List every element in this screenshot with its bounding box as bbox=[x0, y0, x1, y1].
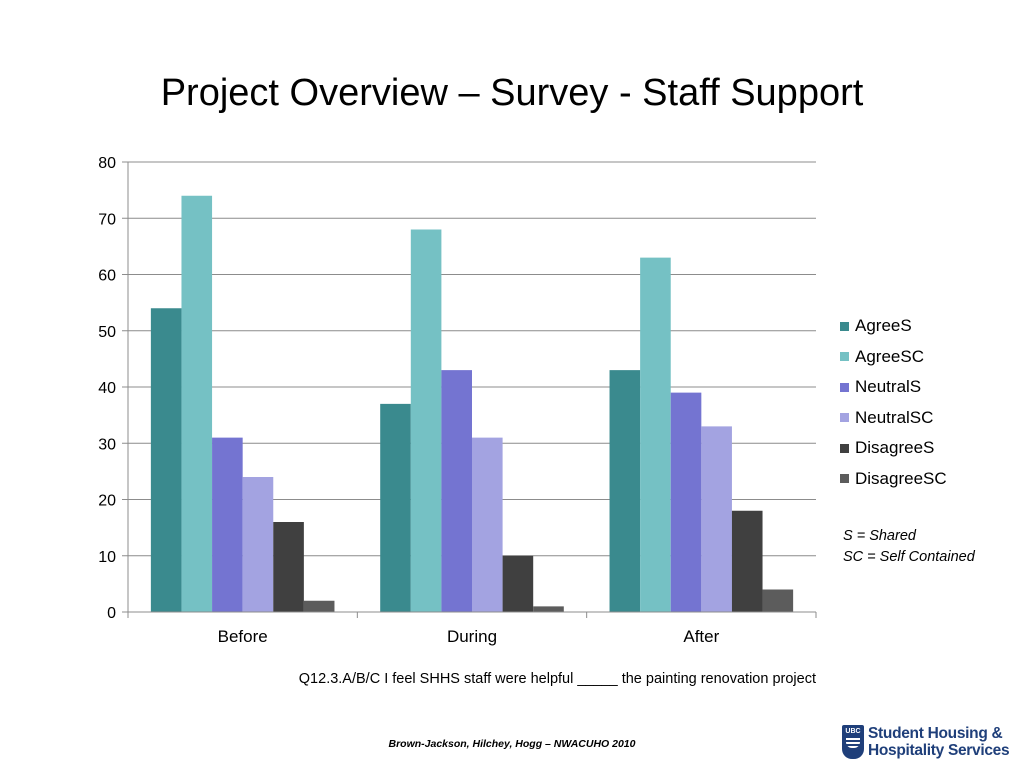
axes bbox=[127, 162, 817, 618]
legend-swatch bbox=[840, 382, 849, 392]
y-tick-label: 80 bbox=[98, 155, 116, 172]
abbreviation-note: S = Shared SC = Self Contained bbox=[843, 526, 975, 568]
legend-item: AgreeS bbox=[840, 311, 947, 342]
footer-credit: Brown-Jackson, Hilchey, Hogg – NWACUHO 2… bbox=[388, 738, 636, 750]
bar-neutrals-during bbox=[441, 370, 472, 612]
bar-disagreesc-after bbox=[762, 589, 794, 612]
x-tick-labels: Before During After bbox=[218, 627, 720, 646]
y-tick-labels: 0 10 20 30 40 50 60 70 80 bbox=[98, 155, 116, 622]
legend-swatch bbox=[840, 413, 849, 423]
bar-neutrals-before bbox=[212, 437, 243, 612]
bar-disagrees-before bbox=[273, 522, 304, 612]
bar-agreesc-after bbox=[640, 257, 671, 612]
bar-disagrees-during bbox=[502, 555, 534, 612]
crest-text: UBC bbox=[845, 728, 861, 735]
logo-line-1: Student Housing & bbox=[868, 725, 1003, 742]
legend-item: DisagreeS bbox=[840, 433, 947, 464]
y-tick-label: 50 bbox=[98, 324, 116, 341]
legend-label: NeutralS bbox=[855, 377, 922, 397]
note-line-self-contained: SC = Self Contained bbox=[843, 549, 975, 565]
legend-swatch bbox=[840, 443, 849, 453]
y-tick-label: 20 bbox=[98, 493, 116, 510]
legend-swatch bbox=[840, 474, 849, 484]
y-tick-label: 30 bbox=[98, 436, 116, 453]
bar-disagreesc-before bbox=[303, 600, 335, 612]
y-tick-label: 60 bbox=[98, 268, 116, 285]
legend-item: DisagreeSC bbox=[840, 464, 947, 495]
y-tick-label: 0 bbox=[107, 605, 116, 622]
bar-neutralsc-after bbox=[701, 426, 732, 612]
x-tick-label: Before bbox=[218, 627, 268, 646]
legend-label: AgreeSC bbox=[855, 346, 924, 366]
legend-item: NeutralSC bbox=[840, 403, 947, 434]
legend-label: DisagreeS bbox=[855, 438, 935, 458]
y-tick-label: 70 bbox=[98, 211, 116, 228]
logo-text: Student Housing & Hospitality Services bbox=[868, 725, 1010, 759]
legend-swatch bbox=[840, 352, 849, 362]
chart-legend: AgreeS AgreeSC NeutralS NeutralSC DisagreeS D… bbox=[840, 311, 947, 494]
bar-agreesc-during bbox=[410, 229, 442, 612]
bar-neutrals-after bbox=[670, 392, 702, 612]
question-caption: Q12.3.A/B/C I feel SHHS staff were helpf… bbox=[298, 671, 816, 687]
y-tick-label: 10 bbox=[98, 549, 116, 566]
x-tick-label: During bbox=[447, 627, 497, 646]
legend-label: NeutralSC bbox=[855, 407, 934, 427]
legend-label: DisagreeSC bbox=[855, 468, 947, 488]
ubc-crest-icon: UBC bbox=[842, 725, 864, 759]
bar-agrees-after bbox=[609, 370, 641, 612]
legend-label: AgreeS bbox=[855, 316, 912, 336]
legend-item: AgreeSC bbox=[840, 342, 947, 373]
y-tick-label: 40 bbox=[98, 380, 116, 397]
bar-agrees-before bbox=[150, 308, 182, 612]
slide-title: Project Overview – Survey - Staff Suppor… bbox=[160, 72, 864, 114]
bars bbox=[150, 195, 794, 612]
legend-swatch bbox=[840, 321, 849, 331]
bar-disagrees-after bbox=[731, 510, 763, 612]
bar-agreesc-before bbox=[181, 195, 213, 612]
x-tick-label: After bbox=[683, 627, 719, 646]
bar-agrees-during bbox=[380, 403, 411, 612]
legend-item: NeutralS bbox=[840, 372, 947, 403]
bar-neutralsc-before bbox=[242, 477, 274, 612]
logo-line-2: Hospitality Services bbox=[868, 742, 1010, 759]
bar-disagreesc-during bbox=[533, 606, 564, 612]
note-line-shared: S = Shared bbox=[843, 528, 916, 544]
bar-neutralsc-during bbox=[472, 437, 503, 612]
ubc-shhs-logo: UBC Student Housing & Hospitality Servic… bbox=[842, 722, 1018, 762]
